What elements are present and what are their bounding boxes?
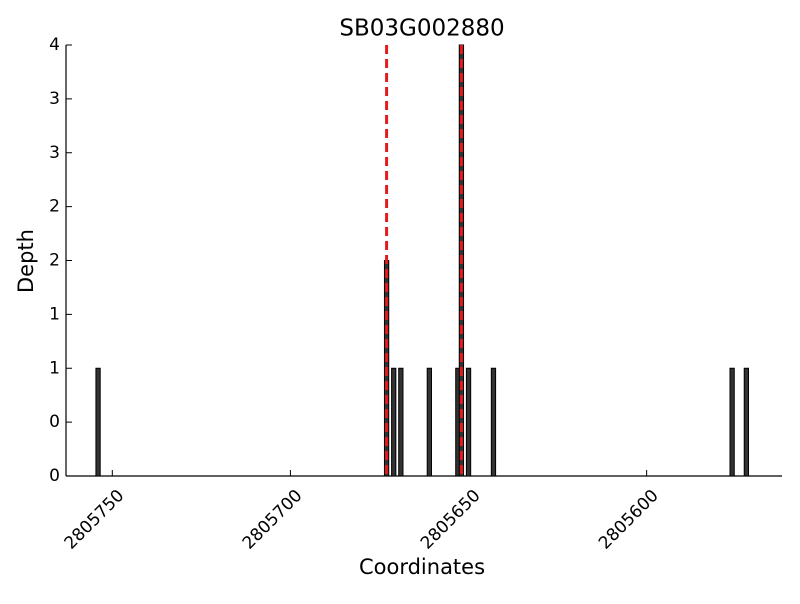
- bar: [426, 367, 432, 477]
- bar: [95, 367, 101, 477]
- y-tick-label: 4: [49, 35, 60, 55]
- chart-title: SB03G002880: [339, 16, 504, 42]
- y-axis-label: Depth: [14, 229, 38, 293]
- y-tick-label: 2: [49, 197, 60, 217]
- bar: [743, 367, 750, 477]
- y-tick-label: 1: [49, 304, 60, 324]
- y-tick-label: 1: [49, 358, 60, 378]
- y-tick-label: 0: [49, 466, 60, 486]
- bar: [391, 367, 397, 477]
- bar: [398, 367, 404, 477]
- x-tick-label: 2805700: [239, 486, 307, 554]
- y-tick-label: 2: [49, 251, 60, 271]
- y-tick-label: 0: [49, 412, 60, 432]
- bar: [490, 367, 497, 477]
- bar: [729, 367, 735, 477]
- bar: [465, 367, 472, 477]
- x-tick-label: 2805600: [595, 486, 663, 554]
- x-tick-label: 2805650: [417, 486, 485, 554]
- x-tick-label: 2805750: [61, 486, 129, 554]
- y-tick-label: 3: [49, 89, 60, 109]
- x-axis-label: Coordinates: [359, 555, 485, 579]
- y-tick-label: 3: [49, 143, 60, 163]
